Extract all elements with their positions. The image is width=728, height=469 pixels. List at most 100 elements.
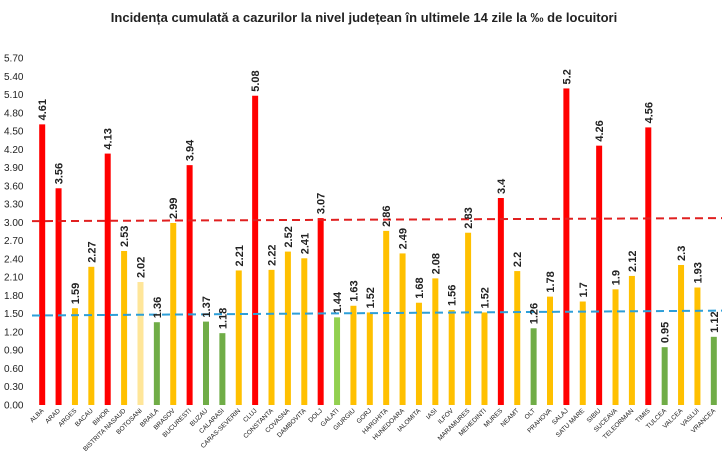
bar-value-label: 1.26 xyxy=(529,303,541,324)
bar xyxy=(415,302,422,405)
chart-title: Incidența cumulată a cazurilor la nivel … xyxy=(111,10,617,25)
bar xyxy=(366,312,373,405)
bar xyxy=(350,305,357,405)
x-tick-label: ALBA xyxy=(29,407,46,424)
x-tick-label: OLT xyxy=(523,407,537,421)
bar xyxy=(137,282,144,405)
bar xyxy=(612,289,619,405)
bar xyxy=(399,253,406,405)
bar-value-label: 4.26 xyxy=(594,120,606,141)
y-tick-label: 0.60 xyxy=(4,364,24,375)
bar xyxy=(88,266,95,405)
bar xyxy=(383,230,390,405)
y-tick-label: 1.50 xyxy=(4,309,24,320)
bar-value-label: 1.36 xyxy=(152,297,164,318)
bar-value-label: 2.22 xyxy=(267,244,279,265)
bar-value-label: 4.56 xyxy=(643,102,655,123)
bar-value-label: 3.4 xyxy=(496,178,508,194)
reference-line xyxy=(31,309,723,317)
bar-value-label: 1.78 xyxy=(545,271,557,292)
bar xyxy=(563,88,570,405)
bar xyxy=(55,188,62,405)
bar xyxy=(694,287,701,405)
bar-value-label: 1.93 xyxy=(692,262,704,283)
bar-value-label: 2.86 xyxy=(381,205,393,226)
reference-line xyxy=(31,217,723,223)
bar xyxy=(661,347,668,405)
x-tick-label: NEAMT xyxy=(500,407,521,428)
bar xyxy=(301,258,308,405)
y-tick-label: 1.80 xyxy=(4,291,24,302)
y-tick-label: 3.60 xyxy=(4,181,24,192)
y-tick-label: 3.30 xyxy=(4,200,24,211)
bar-value-label: 2.12 xyxy=(627,251,639,272)
bar xyxy=(203,321,209,405)
bar-value-label: 2.08 xyxy=(430,253,442,274)
y-tick-label: 4.50 xyxy=(4,127,24,138)
bar-value-label: 5.08 xyxy=(250,70,262,91)
bar-value-label: 3.94 xyxy=(185,139,197,161)
x-tick-label: BACAU xyxy=(74,407,95,428)
bar xyxy=(678,264,685,405)
bar-value-label: 2.41 xyxy=(299,233,311,254)
bar-value-label: 0.95 xyxy=(660,322,672,343)
y-tick-label: 1.20 xyxy=(4,327,24,338)
bar-value-label: 1.44 xyxy=(332,291,344,313)
bar xyxy=(432,278,439,405)
bar-value-label: 4.13 xyxy=(103,128,115,149)
bar-value-label: 3.07 xyxy=(316,193,328,214)
bar xyxy=(628,275,635,405)
bar-value-label: 1.7 xyxy=(578,282,590,297)
bar xyxy=(334,317,341,405)
bar xyxy=(645,127,652,406)
bar xyxy=(104,153,111,405)
y-tick-label: 5.70 xyxy=(4,54,24,65)
bar xyxy=(284,251,291,405)
y-tick-label: 3.90 xyxy=(4,163,24,174)
y-tick-label: 2.70 xyxy=(4,236,24,247)
bar xyxy=(268,269,275,405)
y-tick-label: 2.10 xyxy=(4,273,24,284)
bar-value-label: 1.56 xyxy=(447,285,459,306)
bar xyxy=(121,250,128,405)
bar-value-label: 1.63 xyxy=(348,280,360,301)
bar xyxy=(465,232,472,405)
bar-value-label: 2.2 xyxy=(512,252,524,267)
bar-value-label: 2.52 xyxy=(283,226,295,247)
bar xyxy=(317,218,324,405)
bar-value-label: 1.68 xyxy=(414,277,426,298)
bar-value-label: 5.2 xyxy=(561,69,573,84)
bar xyxy=(71,308,78,405)
bar xyxy=(481,312,488,405)
bar-value-label: 2.02 xyxy=(135,257,147,278)
y-tick-label: 5.10 xyxy=(4,90,24,101)
bar-value-label: 3.56 xyxy=(54,163,66,184)
bar xyxy=(579,301,586,405)
bar xyxy=(219,333,226,405)
bar-value-label: 1.52 xyxy=(479,287,491,308)
bar xyxy=(514,271,521,405)
x-tick-label: IASI xyxy=(425,407,439,421)
bar xyxy=(547,296,553,405)
bar xyxy=(39,124,46,406)
y-tick-label: 0.00 xyxy=(4,401,24,412)
bar-value-label: 2.27 xyxy=(86,241,98,262)
bar xyxy=(530,328,537,405)
y-tick-label: 4.80 xyxy=(4,108,24,119)
bar xyxy=(448,310,455,405)
bar-value-label: 2.83 xyxy=(463,207,475,228)
bar-value-label: 1.37 xyxy=(201,296,213,317)
bar-value-label: 2.49 xyxy=(398,228,410,249)
bar-value-label: 4.61 xyxy=(37,99,49,120)
y-tick-label: 3.00 xyxy=(4,218,24,229)
bar-value-label: 2.99 xyxy=(168,198,180,219)
y-tick-label: 2.40 xyxy=(4,254,24,265)
bar-value-label: 1.18 xyxy=(217,308,229,329)
reference-lines xyxy=(31,217,723,317)
y-tick-label: 5.40 xyxy=(4,72,24,83)
bar-value-label: 2.3 xyxy=(676,246,688,261)
bar xyxy=(497,198,504,405)
bar xyxy=(153,322,160,405)
bar xyxy=(596,145,603,405)
